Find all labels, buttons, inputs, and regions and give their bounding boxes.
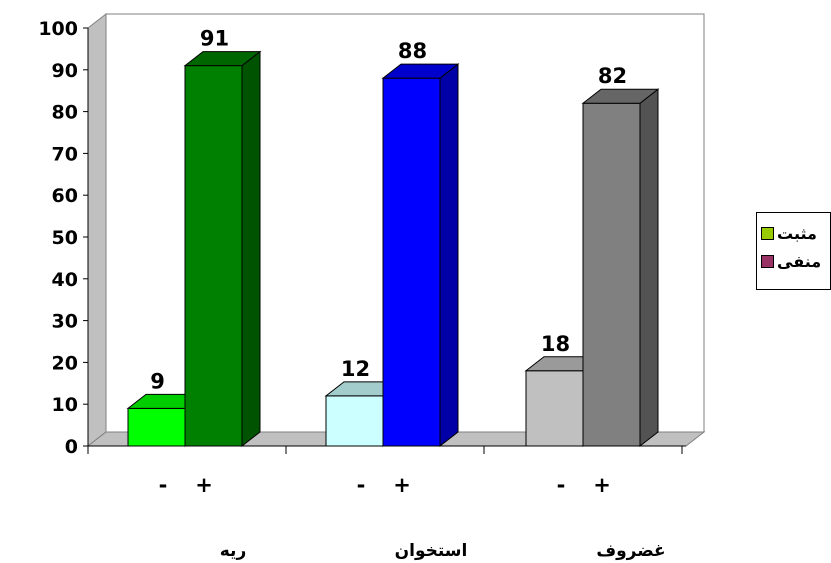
bar [525,370,584,447]
y-tick-label: 90 [52,60,78,82]
legend-label-positive: مثبت [777,223,817,243]
bar-top [381,63,460,79]
y-tick-label: 70 [52,143,78,165]
bar [582,102,641,447]
y-tick-label: 50 [52,227,78,249]
x-sign-label: - [159,473,168,497]
bar [382,77,441,447]
y-tick-label: 10 [52,394,78,416]
x-sign-label: + [593,473,611,497]
data-label: 88 [398,39,427,63]
x-category-label: ریه [220,541,246,561]
data-label: 9 [150,369,165,393]
bar-side [439,63,459,448]
bar [184,65,243,447]
legend-label-negative: منفی [777,251,822,271]
y-tick-label: 60 [52,185,78,207]
bar-top [183,51,262,67]
data-label: 82 [598,64,627,88]
y-tick-label: 30 [52,311,78,333]
y-tick-label: 0 [65,436,78,458]
x-category-label: غضروف [596,541,665,561]
bar [127,407,186,447]
data-label: 12 [341,357,370,381]
legend: مثبت منفی [756,212,831,290]
y-tick-label: 80 [52,102,78,124]
x-category-label: استخوان [395,541,468,561]
x-sign-label: + [393,473,411,497]
y-tick-label: 40 [52,269,78,291]
y-tick-label: 20 [52,352,78,374]
x-sign-label: + [195,473,213,497]
legend-entry-positive: مثبت [761,223,817,243]
legend-swatch-negative [761,254,774,268]
bar-side [241,50,261,448]
side-wall [87,12,107,448]
x-sign-label: - [357,473,366,497]
x-sign-label: - [557,473,566,497]
y-tick-label: 100 [38,18,78,40]
bar-side [639,88,659,448]
legend-swatch-positive [761,226,774,240]
data-label: 91 [200,27,229,51]
bar [325,395,384,447]
legend-entry-negative: منفی [761,251,821,271]
bar-top [581,88,660,104]
data-label: 18 [541,332,570,356]
